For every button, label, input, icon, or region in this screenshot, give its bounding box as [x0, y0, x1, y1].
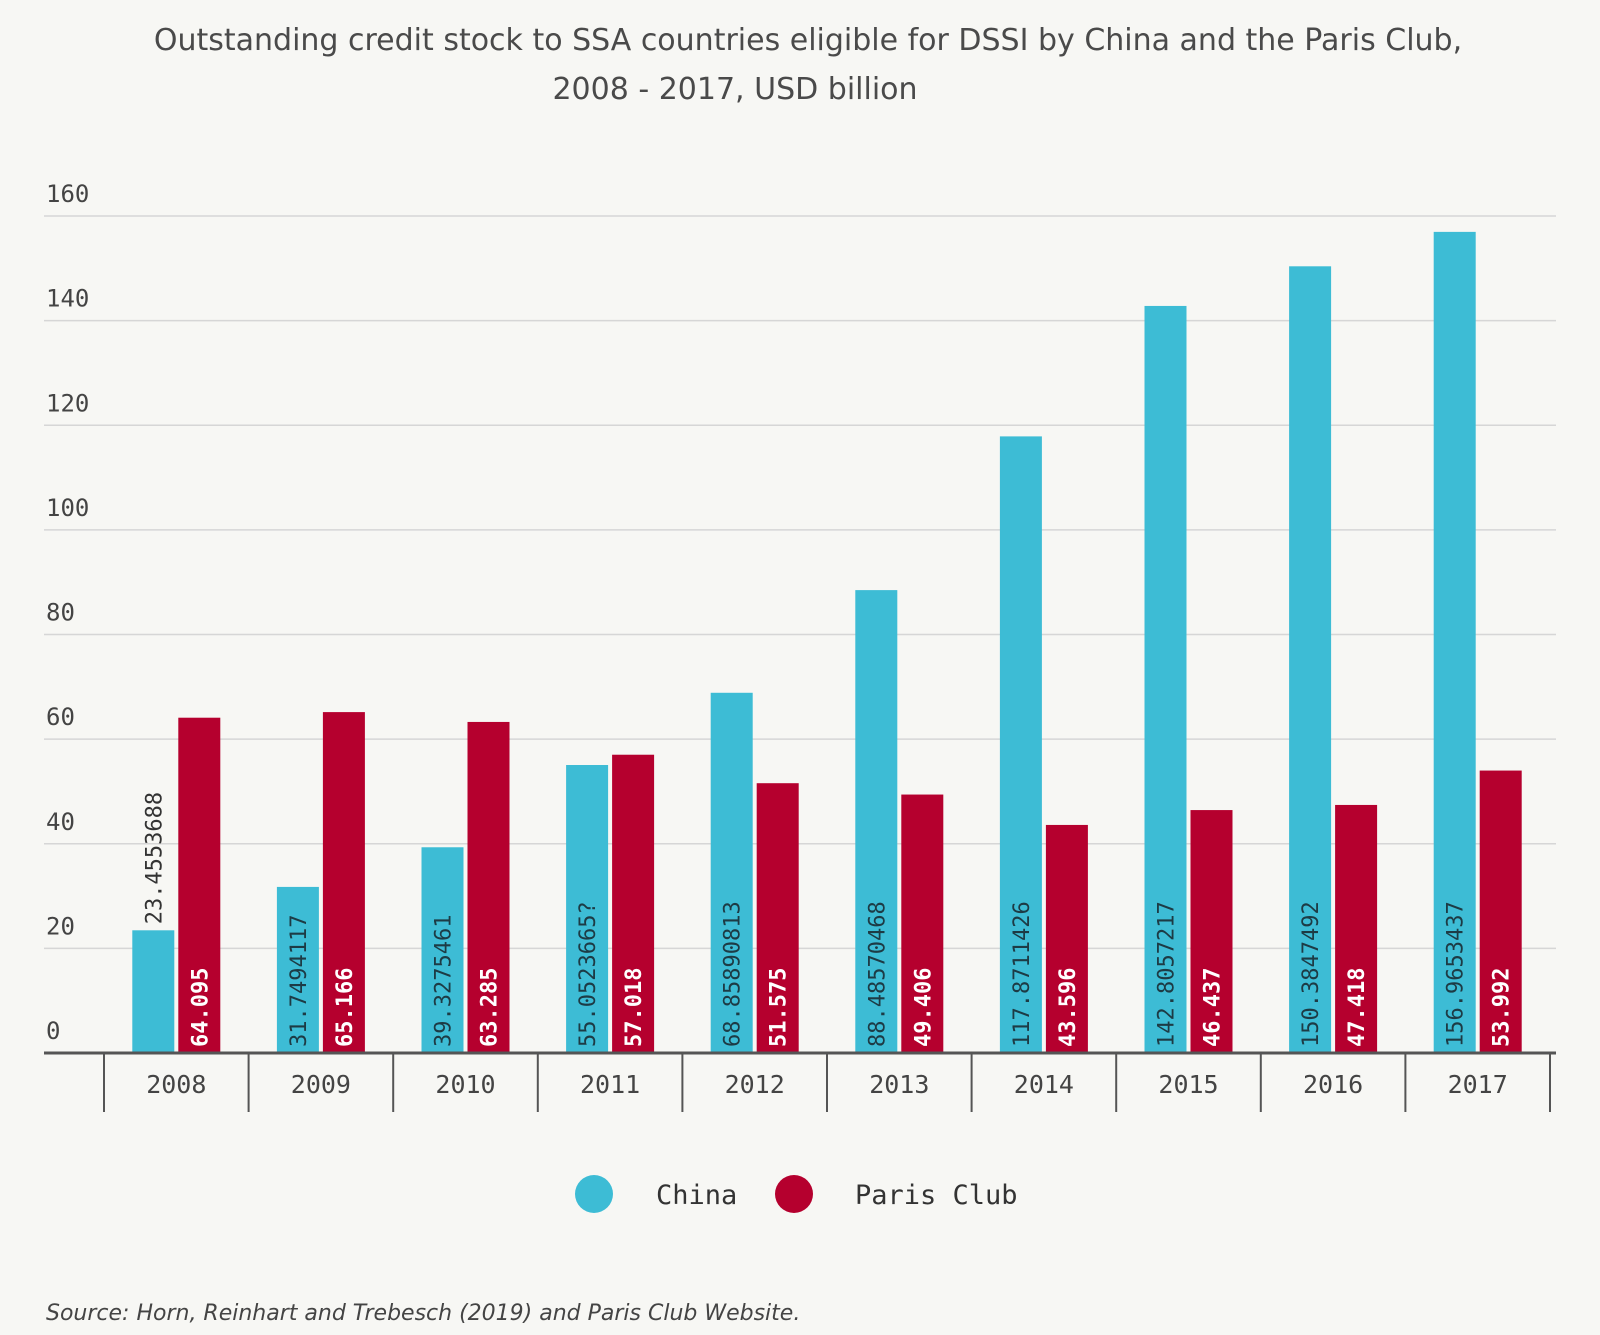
china-data-label-2010: 39.3275461 — [432, 915, 457, 1047]
china-bar-2014 — [999, 436, 1042, 1053]
china-bar-2017 — [1433, 231, 1476, 1053]
source-note: Source: Horn, Reinhart and Trebesch (201… — [46, 1301, 800, 1326]
x-category-label: 2017 — [1448, 1070, 1508, 1099]
china-data-label-2008: 23.4553688 — [142, 792, 167, 924]
china-bar-2013 — [855, 590, 898, 1053]
china-data-label-2013: 88.48570468 — [865, 901, 890, 1047]
paris-club-bar-2015 — [1190, 810, 1233, 1053]
paris-club-bar-2012 — [756, 783, 799, 1053]
paris-club-bar-2016 — [1335, 804, 1378, 1053]
y-tick-label: 60 — [46, 703, 75, 731]
china-data-label-2014: 117.8711426 — [1010, 901, 1035, 1047]
bars — [132, 231, 1522, 1053]
x-category-label: 2014 — [1014, 1070, 1074, 1099]
china-data-label-2011: 55.0523665? — [576, 901, 601, 1047]
legend-label-china: China — [656, 1180, 737, 1211]
paris-club-data-label-2010: 63.285 — [478, 968, 503, 1047]
paris-club-data-label-2014: 43.596 — [1056, 968, 1081, 1047]
legend-label-paris-club: Paris Club — [855, 1180, 1018, 1211]
chart-subtitle: 2008 - 2017, USD billion — [552, 72, 917, 107]
china-bar-2009 — [276, 886, 319, 1053]
paris-club-data-label-2012: 51.575 — [767, 968, 792, 1047]
paris-club-bar-2017 — [1479, 770, 1522, 1053]
paris-club-data-label-2017: 53.992 — [1490, 968, 1515, 1047]
paris-club-data-label-2011: 57.018 — [622, 968, 647, 1047]
china-data-label-2009: 31.7494117 — [287, 915, 312, 1047]
china-bar-2015 — [1144, 305, 1187, 1053]
china-bar-2008 — [132, 930, 175, 1053]
paris-club-bar-2011 — [612, 754, 655, 1053]
paris-club-bar-2014 — [1045, 824, 1088, 1053]
china-bar-2012 — [710, 692, 753, 1053]
china-data-label-2015: 142.8057217 — [1155, 901, 1180, 1047]
paris-club-bar-2010 — [467, 721, 510, 1053]
china-bar-2010 — [421, 847, 464, 1053]
y-tick-label: 0 — [46, 1017, 60, 1045]
y-tick-label: 40 — [46, 808, 75, 836]
x-category-label: 2011 — [580, 1070, 640, 1099]
x-category-label: 2016 — [1303, 1070, 1363, 1099]
x-category-label: 2010 — [435, 1070, 495, 1099]
china-data-label-2017: 156.9653437 — [1444, 901, 1469, 1047]
china-data-label-2012: 68.85890813 — [721, 901, 746, 1047]
paris-club-data-label-2009: 65.166 — [333, 968, 358, 1047]
y-tick-label: 100 — [46, 494, 89, 522]
y-tick-label: 80 — [46, 599, 75, 627]
paris-club-bar-2013 — [901, 794, 944, 1053]
x-category-label: 2008 — [146, 1070, 206, 1099]
y-tick-label: 120 — [46, 389, 89, 417]
legend: China Paris Club — [575, 1175, 1018, 1213]
paris-club-bar-2009 — [322, 712, 365, 1053]
legend-swatch-china — [575, 1175, 613, 1213]
y-tick-label: 140 — [46, 285, 89, 313]
chart-title: Outstanding credit stock to SSA countrie… — [154, 23, 1462, 107]
x-category-label: 2015 — [1158, 1070, 1218, 1099]
x-category-label: 2013 — [869, 1070, 929, 1099]
paris-club-data-label-2015: 46.437 — [1201, 968, 1226, 1047]
x-category-label: 2009 — [291, 1070, 351, 1099]
y-tick-label: 20 — [46, 912, 75, 940]
paris-club-bar-2008 — [178, 717, 221, 1053]
y-tick-label: 160 — [46, 180, 89, 208]
paris-club-data-label-2016: 47.418 — [1345, 968, 1370, 1047]
china-bar-2011 — [566, 765, 609, 1053]
china-bar-2016 — [1289, 266, 1332, 1053]
chart-title-line-1: Outstanding credit stock to SSA countrie… — [154, 23, 1462, 58]
y-axis-tick-labels: 0 20 40 60 80 100 120 140 160 — [46, 180, 89, 1045]
legend-swatch-paris-club — [775, 1175, 813, 1213]
china-data-label-2016: 150.3847492 — [1299, 901, 1324, 1047]
paris-club-data-label-2008: 64.095 — [188, 968, 213, 1047]
paris-club-data-label-2013: 49.406 — [911, 968, 936, 1047]
data-labels: 23.4553688 64.095 31.7494117 65.166 39.32754… — [142, 792, 1514, 1047]
x-category-label: 2012 — [725, 1070, 785, 1099]
gridlines — [44, 215, 1556, 950]
x-axis: 2008 2009 2010 2011 2012 2013 2014 2015 2016 2017 — [44, 1051, 1556, 1112]
